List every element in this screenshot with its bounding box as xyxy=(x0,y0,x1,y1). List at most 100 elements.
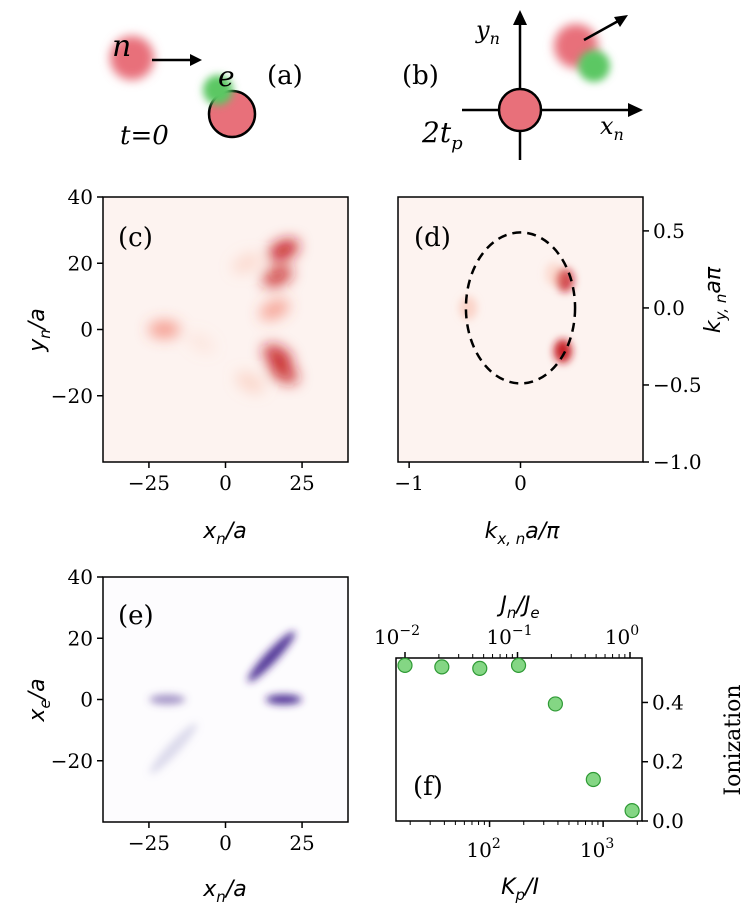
data-point xyxy=(547,696,563,712)
panel-c-xlabel: xn/a xyxy=(202,519,246,548)
y-tick-label: 20 xyxy=(68,626,93,650)
top-x-tick-exp: −2 xyxy=(399,623,420,639)
panel-d-xlabel: kx, na/π xyxy=(485,519,561,548)
top-x-tick-label: 100 xyxy=(605,623,639,649)
time-2tp-label: 2tp xyxy=(421,116,463,154)
panel-e-background xyxy=(103,577,348,822)
heat-blob xyxy=(265,694,302,705)
panel-d-ticks: −1 0 0.5 0.0 −0.5 −1.0 xyxy=(394,219,701,495)
top-x-tick-base: 10 xyxy=(374,625,399,649)
panel-d-background xyxy=(398,197,643,462)
electron-blob xyxy=(203,75,233,105)
heat-blob xyxy=(544,262,563,287)
y-tick-label: 0 xyxy=(80,688,93,712)
x-axis-arrowhead xyxy=(628,103,643,117)
panel-c: −25 0 25 −20 0 20 40 (c) xn/a yn/a xyxy=(25,185,349,548)
x-tick-label: 25 xyxy=(289,471,314,495)
x-tick-label: −1 xyxy=(394,471,423,495)
x-tick-label: 0 xyxy=(219,831,232,855)
x-tick-label: 102 xyxy=(466,836,500,862)
panel-d: −1 0 0.5 0.0 −0.5 −1.0 (d) kx, na/π ky, naπ xyxy=(394,196,730,548)
y-tick-label: −20 xyxy=(51,749,93,773)
heat-blob xyxy=(231,252,262,274)
y-tick-label: 0.0 xyxy=(653,296,685,320)
x-axis-name: xn xyxy=(600,112,624,144)
x-tick-label: −25 xyxy=(128,831,170,855)
heat-blob xyxy=(262,344,293,368)
heat-blob xyxy=(235,371,265,394)
y-axis-name: yn xyxy=(475,16,500,48)
y-tick-label: 0.2 xyxy=(652,750,684,774)
y-tick-label: −1.0 xyxy=(653,450,702,474)
top-x-tick-base: 10 xyxy=(605,625,630,649)
scatter-arrow xyxy=(583,18,621,42)
top-x-tick-exp: −1 xyxy=(512,623,533,639)
heat-blob xyxy=(247,631,296,682)
y-tick-label: −0.5 xyxy=(653,373,702,397)
fermi-circle xyxy=(464,231,577,385)
top-x-tick-base: 10 xyxy=(486,625,511,649)
x-tick-label: 0 xyxy=(514,471,527,495)
y-axis-arrowhead xyxy=(513,10,527,25)
panel-e-label: (e) xyxy=(118,601,154,631)
panel-e-ticks: −25 0 25 −20 0 20 40 xyxy=(51,565,315,855)
heat-blob xyxy=(149,723,198,774)
heat-blob xyxy=(269,361,299,384)
electron-label: e xyxy=(218,60,235,93)
heat-blob xyxy=(149,694,186,705)
panel-f-top-xlabel: Jn/Je xyxy=(496,593,539,622)
data-point xyxy=(585,771,601,788)
panel-c-ylabel: yn/a xyxy=(25,308,54,352)
x-tick-label: 103 xyxy=(580,836,614,862)
neutron-blob xyxy=(110,36,154,80)
y-tick-label: 40 xyxy=(68,185,93,209)
data-point xyxy=(434,659,450,675)
panel-d-label: (d) xyxy=(414,223,451,253)
panel-e: −25 0 25 −20 0 20 40 (e) xn/a xe/a xyxy=(25,565,349,906)
y-tick-label: 0.0 xyxy=(652,809,684,833)
x-tick-label: 0 xyxy=(219,471,232,495)
nucleus-origin xyxy=(497,87,543,133)
panel-e-heatmap xyxy=(149,631,302,774)
heat-blob xyxy=(262,265,293,288)
data-point xyxy=(624,803,640,819)
x-tick-base: 10 xyxy=(466,838,491,862)
heat-blob xyxy=(459,295,478,320)
data-point xyxy=(397,657,413,674)
panel-c-background xyxy=(103,197,348,462)
y-tick-label: 40 xyxy=(68,565,93,589)
data-point xyxy=(472,660,488,676)
y-tick-label: 20 xyxy=(68,251,93,275)
x-tick-exp: 3 xyxy=(605,836,614,852)
panel-e-ylabel: xe/a xyxy=(25,678,54,722)
top-x-tick-exp: 0 xyxy=(630,623,639,639)
heat-blob xyxy=(186,331,216,354)
panel-b-label: (b) xyxy=(402,61,439,91)
heat-blob xyxy=(148,320,181,339)
data-point xyxy=(510,657,527,674)
panel-c-heatmap xyxy=(148,239,299,394)
panel-f-label: (f) xyxy=(413,772,443,802)
x-tick-exp: 2 xyxy=(492,836,501,852)
panel-c-ticks: −25 0 25 −20 0 20 40 xyxy=(51,185,315,495)
y-tick-label: −20 xyxy=(51,384,93,408)
neutron-arrowhead xyxy=(190,54,202,66)
top-x-tick-label: 10−1 xyxy=(486,623,532,649)
panel-d-ylabel: ky, naπ xyxy=(701,266,730,333)
x-tick-base: 10 xyxy=(580,838,605,862)
y-tick-label: 0 xyxy=(80,318,93,342)
panel-c-label: (c) xyxy=(118,223,153,253)
heat-blob xyxy=(268,239,299,261)
heat-blob xyxy=(259,299,290,321)
panel-f-points xyxy=(397,657,640,819)
panel-f-xlabel: Kp/I xyxy=(501,875,539,904)
panel-a: n e (a) t=0 xyxy=(110,29,303,151)
x-tick-label: −25 xyxy=(128,471,170,495)
y-tick-label: 0.5 xyxy=(653,219,685,243)
scattered-electron-blob xyxy=(578,50,610,82)
neutron-label: n xyxy=(112,29,131,64)
scatter-arrowhead xyxy=(614,15,628,27)
